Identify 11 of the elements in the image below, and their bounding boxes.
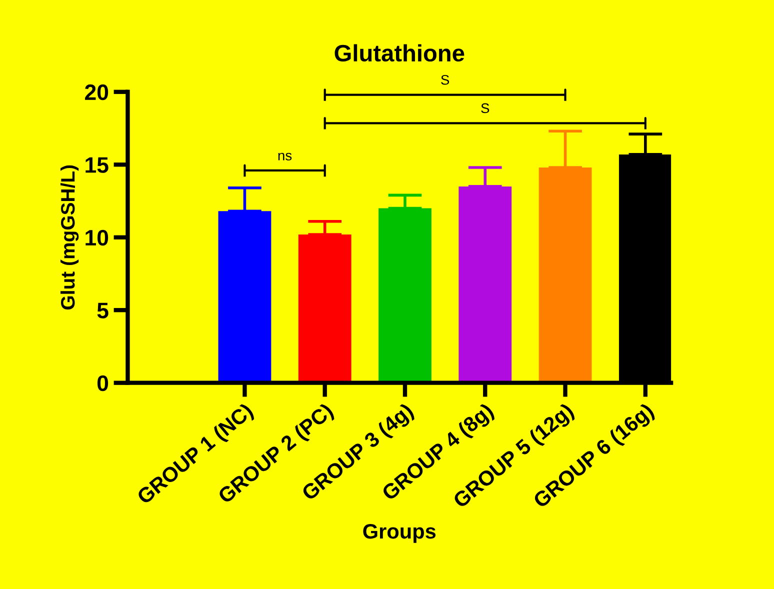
y-axis-title: Glut (mgGSH/L) [60, 165, 79, 310]
y-tick-label: 15 [86, 157, 108, 173]
x-axis-title: Groups [363, 524, 436, 543]
y-tick-label: 0 [97, 375, 108, 392]
y-tick-label: 20 [85, 84, 108, 100]
y-tick-label: 10 [86, 230, 108, 246]
chart-title: Glutathione [334, 44, 464, 62]
y-tick-label: 5 [97, 302, 108, 318]
text: S [441, 74, 450, 85]
annotation: ns [278, 152, 292, 160]
annotation: S [481, 103, 490, 114]
